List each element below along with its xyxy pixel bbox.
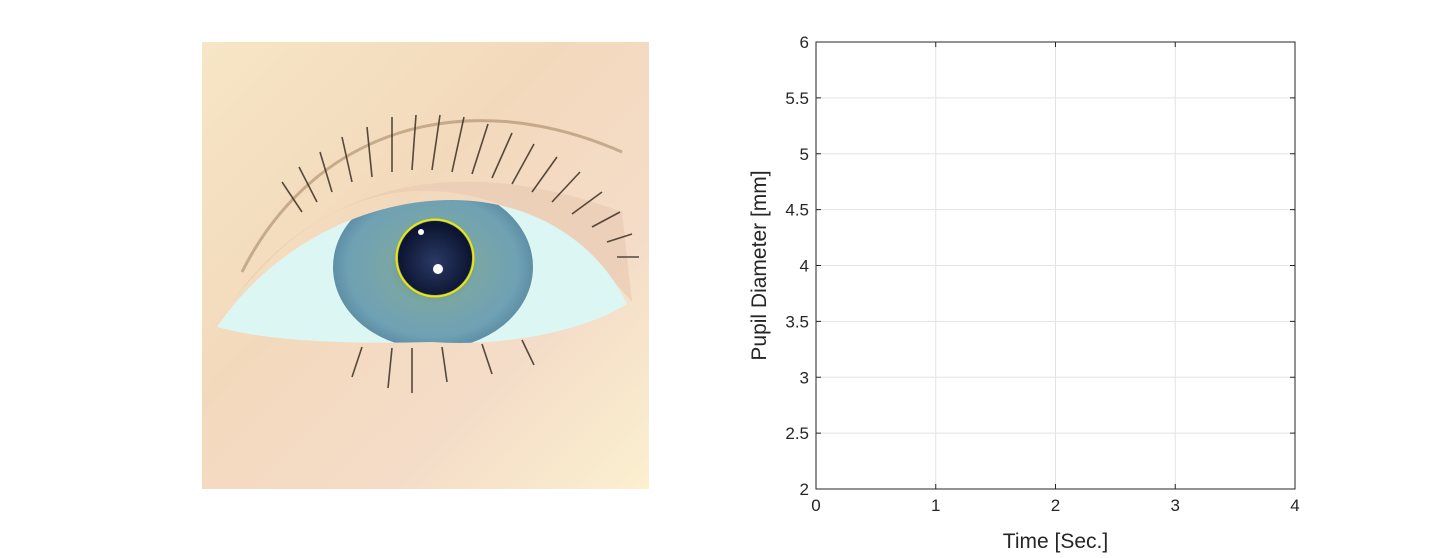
y-tick-label: 2	[800, 480, 809, 499]
y-axis-label: Pupil Diameter [mm]	[748, 170, 771, 360]
y-tick-label: 4	[800, 257, 809, 276]
eyelashes	[281, 114, 639, 393]
x-tick-label: 1	[931, 496, 940, 515]
y-tick-label: 6	[800, 33, 809, 52]
eyelid-shadow	[232, 181, 632, 302]
ticks: 0 1 2 3 4 2 2.5 3 3.5 4 4.5 5 5.5 6	[785, 33, 1299, 515]
y-tick-label: 2.5	[785, 424, 809, 443]
corneal-reflection-small	[418, 229, 424, 235]
x-tick-label: 4	[1290, 496, 1299, 515]
y-tick-label: 5	[800, 145, 809, 164]
y-tick-label: 4.5	[785, 201, 809, 220]
y-tick-label: 3	[800, 368, 809, 387]
x-tick-label: 2	[1051, 496, 1060, 515]
pupil	[398, 221, 472, 295]
x-axis-label: Time [Sec.]	[1003, 530, 1108, 553]
pupil-detection-circle	[395, 218, 475, 298]
upper-eyelid-crease	[240, 119, 623, 273]
corneal-reflection	[433, 264, 443, 274]
x-tick-label: 3	[1171, 496, 1180, 515]
y-tick-label: 5.5	[785, 89, 809, 108]
axes-box	[815, 41, 1296, 490]
x-tick-label: 0	[811, 496, 820, 515]
eye-image	[202, 42, 649, 489]
y-tick-label: 3.5	[785, 312, 809, 331]
